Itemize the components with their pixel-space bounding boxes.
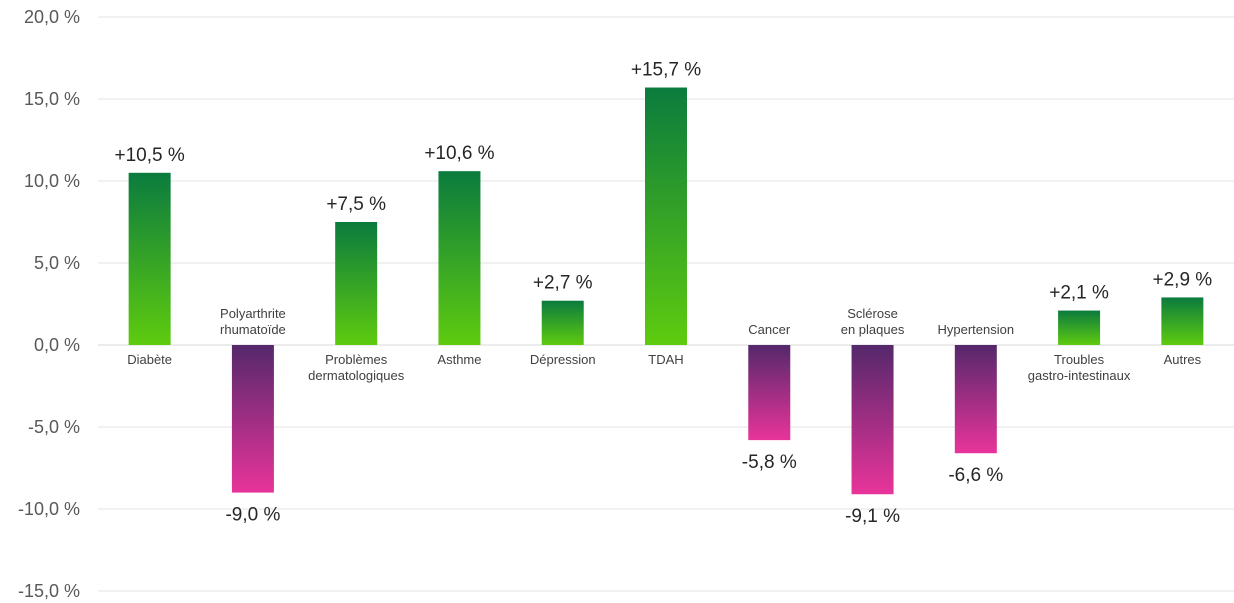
data-label: +2,1 %	[1049, 283, 1109, 304]
category-label-line: dermatologiques	[308, 368, 405, 383]
category-label-line: Sclérose	[847, 306, 898, 321]
data-labels: +10,5 % -9,0 % +7,5 % +10,6 % +2,7 % +15,7 % -…	[115, 60, 1213, 528]
category-label-line: Asthme	[437, 352, 481, 367]
category-label-line: Diabète	[127, 352, 172, 367]
category-label-line: Autres	[1164, 352, 1202, 367]
category-label-line: gastro-intestinaux	[1028, 368, 1131, 383]
data-label: -6,6 %	[948, 465, 1003, 486]
category-label-line: en plaques	[841, 322, 905, 337]
category-label: TDAH	[648, 352, 683, 367]
data-label: +15,7 %	[631, 60, 701, 81]
y-tick-label: 10,0 %	[24, 171, 80, 191]
bar	[851, 345, 894, 495]
y-tick-label: -15,0 %	[18, 581, 80, 601]
data-label: +10,6 %	[424, 143, 494, 164]
bar	[335, 222, 378, 345]
bar	[128, 172, 171, 345]
category-label: Cancer	[748, 322, 791, 337]
category-label: Troubles gastro-intestinaux	[1028, 352, 1131, 383]
category-label-line: Dépression	[530, 352, 596, 367]
category-label: Autres	[1164, 352, 1202, 367]
bars	[128, 87, 1204, 495]
category-labels: Diabète Polyarthrite rhumatoïde Problèmes de…	[127, 306, 1201, 383]
category-label-line: rhumatoïde	[220, 322, 286, 337]
category-label-line: TDAH	[648, 352, 683, 367]
category-label: Dépression	[530, 352, 596, 367]
category-label-line: Hypertension	[938, 322, 1015, 337]
bar	[1058, 310, 1101, 345]
data-label: +10,5 %	[115, 145, 185, 166]
category-label-line: Cancer	[748, 322, 791, 337]
data-label: -5,8 %	[742, 452, 797, 473]
bar	[645, 87, 687, 346]
bar	[1161, 297, 1204, 345]
y-tick-label: 0,0 %	[34, 335, 80, 355]
category-label-line: Polyarthrite	[220, 306, 286, 321]
y-tick-label: 15,0 %	[24, 89, 80, 109]
category-label: Polyarthrite rhumatoïde	[220, 306, 286, 337]
bar	[438, 171, 481, 345]
category-label-line: Troubles	[1054, 352, 1105, 367]
bar	[541, 300, 584, 345]
category-label: Hypertension	[938, 322, 1015, 337]
category-label-line: Problèmes	[325, 352, 388, 367]
y-tick-label: -5,0 %	[28, 417, 80, 437]
y-tick-label: -10,0 %	[18, 499, 80, 519]
bar	[954, 345, 997, 454]
y-tick-label: 20,0 %	[24, 7, 80, 27]
bar	[748, 345, 791, 441]
data-label: +7,5 %	[326, 194, 386, 215]
data-label: -9,1 %	[845, 506, 900, 527]
data-label: +2,7 %	[533, 273, 593, 294]
data-label: +2,9 %	[1153, 269, 1213, 290]
y-axis-ticks: 20,0 % 15,0 % 10,0 % 5,0 % 0,0 % -5,0 % -10,0 …	[18, 7, 80, 601]
bar	[231, 345, 274, 493]
category-label: Asthme	[437, 352, 481, 367]
category-label: Sclérose en plaques	[841, 306, 905, 337]
category-label: Diabète	[127, 352, 172, 367]
data-label: -9,0 %	[225, 505, 280, 526]
y-tick-label: 5,0 %	[34, 253, 80, 273]
category-label: Problèmes dermatologiques	[308, 352, 405, 383]
